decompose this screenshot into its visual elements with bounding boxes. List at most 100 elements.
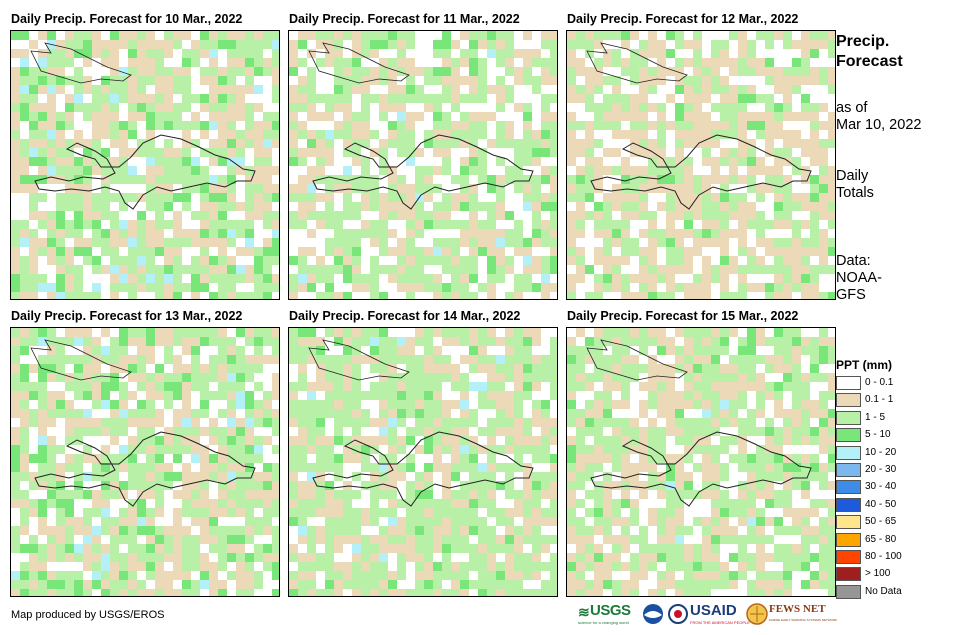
precip-cell	[729, 76, 738, 85]
precip-cell	[83, 508, 92, 517]
precip-cell	[729, 400, 738, 409]
precip-cell	[38, 76, 47, 85]
precip-cell	[514, 193, 523, 202]
precip-cell	[684, 238, 693, 247]
precip-cell	[594, 166, 603, 175]
precip-cell	[218, 427, 227, 436]
precip-cell	[182, 418, 191, 427]
precip-cell	[451, 427, 460, 436]
precip-cell	[738, 436, 747, 445]
precip-cell	[442, 427, 451, 436]
precip-cell	[173, 373, 182, 382]
precip-cell	[272, 589, 279, 596]
precip-cell	[478, 67, 487, 76]
precip-cell	[11, 589, 20, 596]
precip-cell	[406, 535, 415, 544]
precip-cell	[603, 202, 612, 211]
precip-cell	[289, 508, 298, 517]
precip-cell	[765, 49, 774, 58]
precip-cell	[433, 247, 442, 256]
precip-cell	[56, 400, 65, 409]
precip-cell	[774, 148, 783, 157]
precip-cell	[541, 256, 550, 265]
precip-cell	[603, 247, 612, 256]
precip-cell	[433, 283, 442, 292]
precip-cell	[11, 166, 20, 175]
precip-cell	[272, 382, 279, 391]
precip-cell	[254, 337, 263, 346]
precip-cell	[478, 148, 487, 157]
precip-cell	[56, 490, 65, 499]
precip-cell	[209, 427, 218, 436]
precip-cell	[711, 58, 720, 67]
precip-cell	[756, 418, 765, 427]
precip-cell	[209, 400, 218, 409]
precip-cell	[29, 364, 38, 373]
precip-cell	[361, 490, 370, 499]
precip-cell	[182, 238, 191, 247]
precip-cell	[828, 49, 835, 58]
precip-cell	[783, 400, 792, 409]
precip-cell	[92, 580, 101, 589]
precip-cell	[433, 130, 442, 139]
precip-cell	[325, 589, 334, 596]
precip-cell	[819, 31, 828, 40]
precip-cell	[828, 220, 835, 229]
precip-cell	[20, 94, 29, 103]
precip-cell	[567, 40, 576, 49]
precip-cell	[639, 85, 648, 94]
precip-cell	[218, 202, 227, 211]
precip-cell	[263, 58, 272, 67]
precip-cell	[289, 112, 298, 121]
precip-cell	[810, 454, 819, 463]
precip-cell	[20, 580, 29, 589]
precip-cell	[828, 265, 835, 274]
precip-cell	[236, 418, 245, 427]
precip-cell	[765, 418, 774, 427]
precip-cell	[801, 418, 810, 427]
precip-cell	[334, 328, 343, 337]
precip-cell	[541, 67, 550, 76]
precip-cell	[496, 121, 505, 130]
precip-cell	[298, 229, 307, 238]
precip-cell	[245, 355, 254, 364]
precip-cell	[11, 220, 20, 229]
precip-cell	[469, 589, 478, 596]
precip-cell	[236, 580, 245, 589]
precip-cell	[424, 535, 433, 544]
precip-cell	[765, 274, 774, 283]
precip-cell	[388, 508, 397, 517]
precip-cell	[720, 94, 729, 103]
precip-cell	[38, 490, 47, 499]
precip-cell	[101, 427, 110, 436]
precip-cell	[128, 427, 137, 436]
precip-cell	[20, 40, 29, 49]
precip-cell	[191, 427, 200, 436]
precip-cell	[514, 580, 523, 589]
precip-cell	[487, 211, 496, 220]
precip-cell	[29, 175, 38, 184]
precip-cell	[128, 292, 137, 299]
precip-cell	[397, 193, 406, 202]
precip-cell	[289, 427, 298, 436]
precip-cell	[514, 184, 523, 193]
precip-cell	[711, 103, 720, 112]
precip-cell	[289, 544, 298, 553]
precip-cell	[236, 517, 245, 526]
precip-cell	[550, 211, 557, 220]
precip-cell	[182, 193, 191, 202]
precip-cell	[424, 49, 433, 58]
precip-cell	[810, 400, 819, 409]
precip-cell	[532, 283, 541, 292]
precip-cell	[254, 436, 263, 445]
precip-cell	[307, 373, 316, 382]
precip-cell	[550, 508, 557, 517]
precip-cell	[200, 49, 209, 58]
precip-cell	[263, 445, 272, 454]
precip-cell	[639, 274, 648, 283]
precip-cell	[478, 283, 487, 292]
precip-cell	[110, 490, 119, 499]
precip-cell	[406, 76, 415, 85]
precip-cell	[209, 274, 218, 283]
precip-cell	[729, 157, 738, 166]
